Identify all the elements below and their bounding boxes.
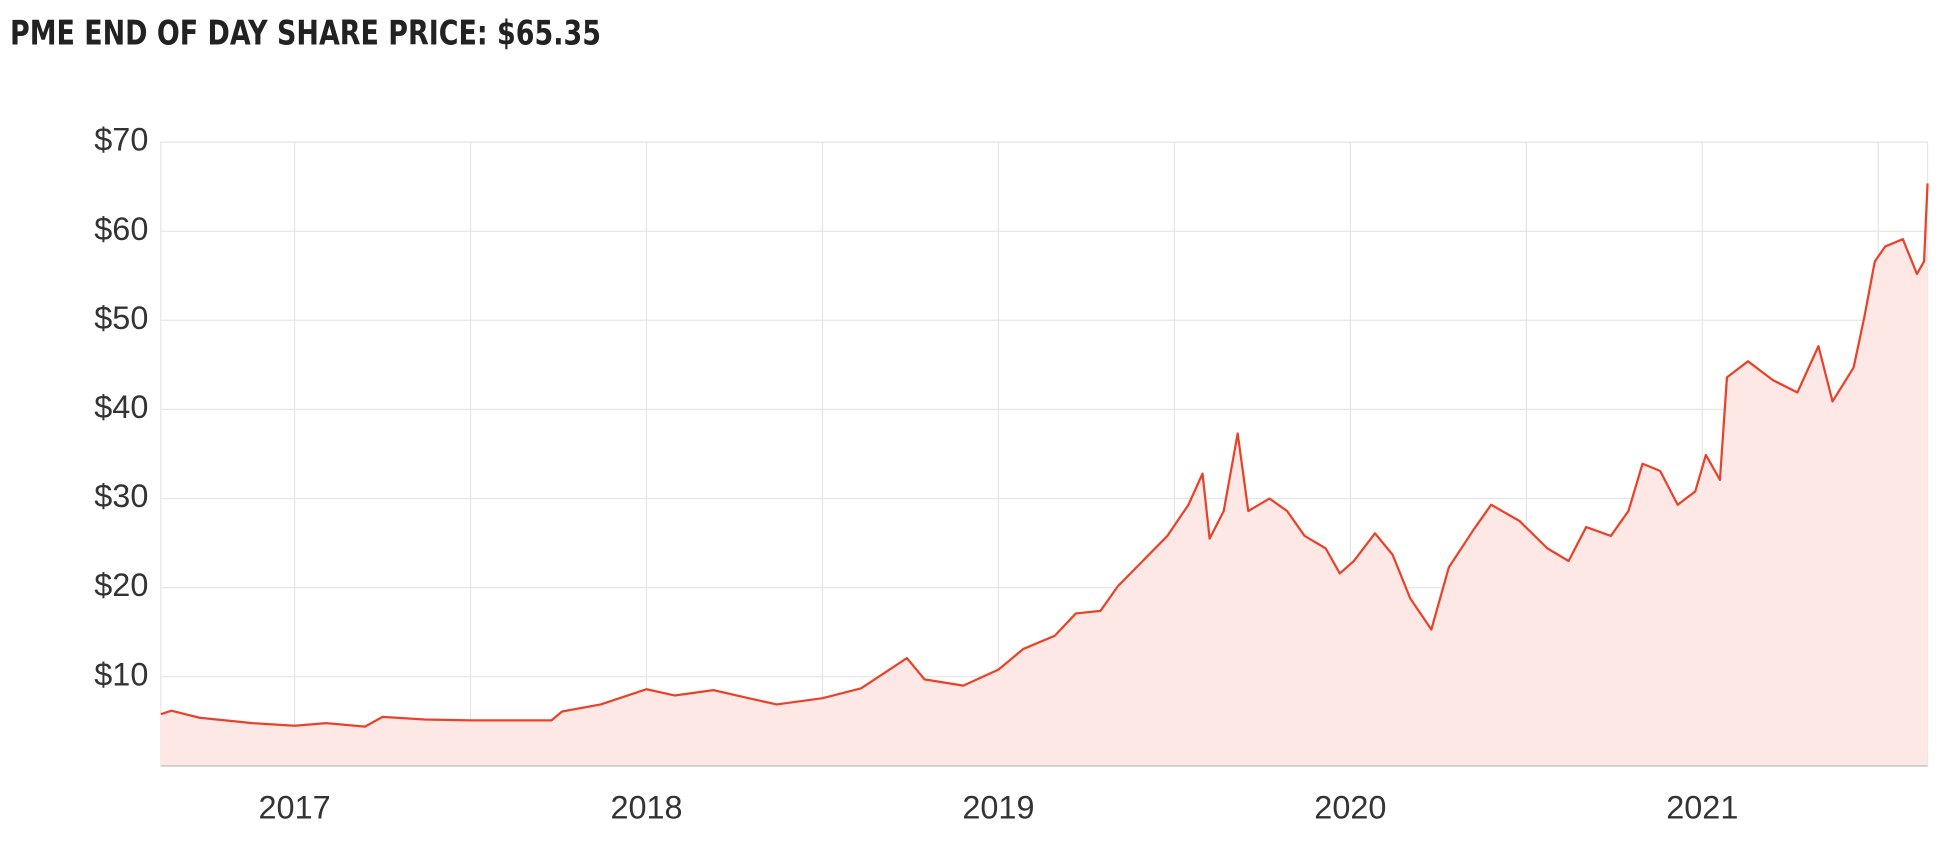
y-tick-label: $60 [94,211,148,247]
y-tick-label: $50 [94,300,148,336]
x-tick-label: 2020 [1314,790,1386,826]
area [160,183,1928,766]
y-tick-label: $40 [94,389,148,425]
price-line [160,183,1929,728]
x-tick-label: 2017 [259,790,331,826]
x-tick-label: 2018 [610,790,682,826]
y-tick-label: $70 [94,122,148,158]
y-tick-label: $30 [94,478,148,514]
x-tick-label: 2019 [962,790,1034,826]
x-tick-label: 2021 [1666,790,1738,826]
y-tick-label: $20 [94,567,148,603]
y-tick-label: $10 [94,656,148,692]
chart-title: PME END OF DAY SHARE PRICE: $65.35 [10,13,601,52]
